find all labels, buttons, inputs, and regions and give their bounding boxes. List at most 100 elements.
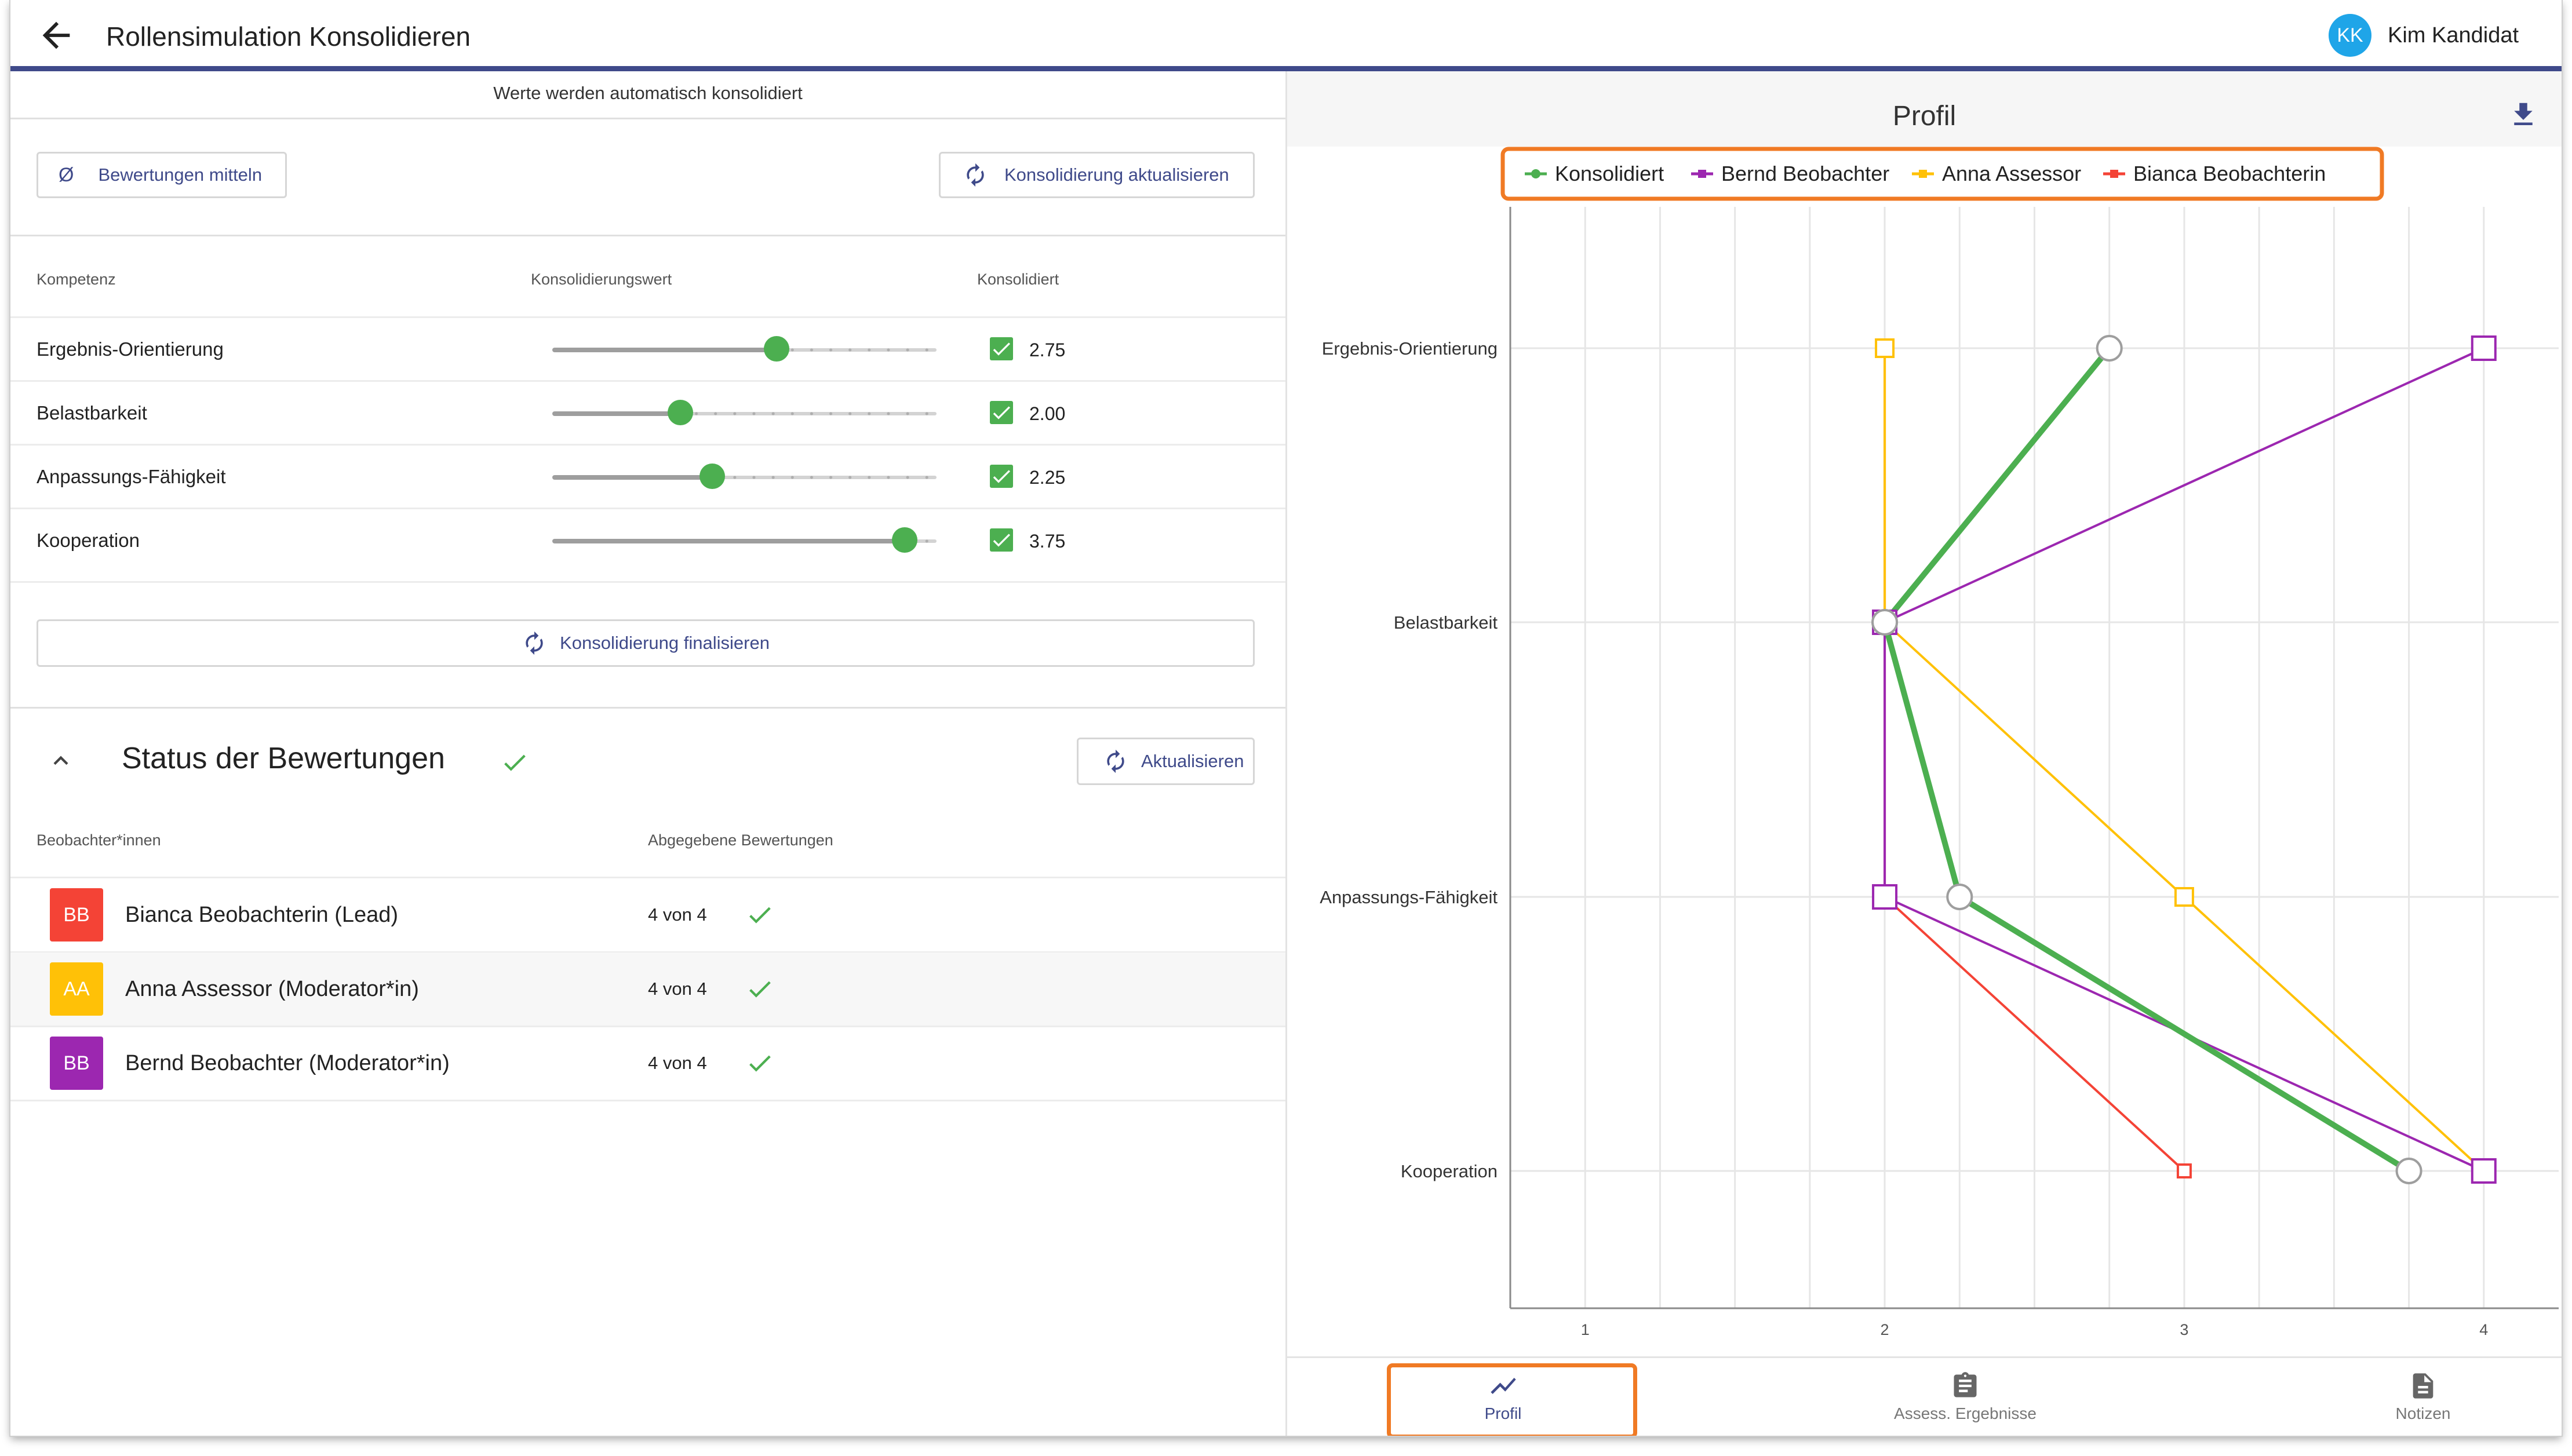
slider-fill [552, 411, 680, 416]
legend-marker [1698, 170, 1706, 178]
checkmark-icon [993, 406, 1010, 419]
legend-label: Bianca Beobachterin [2133, 162, 2326, 185]
user-avatar[interactable]: KK [2329, 14, 2371, 57]
data-point [2395, 1158, 2422, 1184]
competence-name: Ergebnis-Orientierung [37, 338, 224, 360]
nav-tab-notizen[interactable]: Notizen [2348, 1358, 2498, 1436]
check-icon [749, 1055, 771, 1072]
legend-label: Anna Assessor [1942, 162, 2081, 185]
refresh-consolidation-label: Konsolidierung aktualisieren [1004, 165, 1229, 185]
observer-avatar: BB [50, 888, 103, 942]
app-window: Rollensimulation Konsolidieren KK Kim Ka… [10, 0, 2562, 1436]
slider-thumb[interactable] [891, 527, 917, 553]
consolidation-slider[interactable] [552, 464, 937, 489]
slider-fill [552, 348, 777, 352]
divider [10, 707, 1285, 709]
consolidated-checkbox[interactable] [990, 465, 1013, 488]
nav-tab-label: Profil [1484, 1404, 1522, 1422]
back-button[interactable] [36, 15, 76, 56]
row-divider [10, 877, 1285, 878]
refresh-icon [526, 631, 543, 655]
check-icon [749, 981, 771, 998]
divider [10, 235, 1285, 236]
series-line-anna-assessor [1884, 348, 2485, 1172]
arrow-left-icon [42, 21, 70, 49]
average-icon: Ø [59, 163, 74, 186]
user-name[interactable]: Kim Kandidat [2388, 23, 2519, 48]
data-point [1872, 884, 1898, 910]
nav-tab-label: Notizen [2395, 1404, 2451, 1422]
row-divider [10, 316, 1285, 318]
category-label: Ergebnis-Orientierung [1322, 338, 1498, 359]
checkmark-icon [993, 534, 1010, 547]
nav-tab-profil[interactable]: Profil [1380, 1358, 1626, 1436]
consolidation-slider[interactable] [552, 527, 937, 553]
chart-svg: Ergebnis-Orientierung Belastbarkeit Anpass… [1320, 147, 2559, 1338]
observer-name: Bernd Beobachter (Moderator*in) [125, 1051, 450, 1075]
consolidated-checkbox[interactable] [990, 401, 1013, 424]
check-icon [504, 754, 526, 771]
row-divider [10, 444, 1285, 446]
slider-fill [552, 475, 713, 480]
legend-label: Konsolidiert [1555, 162, 1664, 185]
nav-tab-assess-ergebnisse[interactable]: Assess. Ergebnisse [1791, 1358, 2139, 1436]
observer-avatar: BB [50, 1037, 103, 1090]
consolidation-slider[interactable] [552, 336, 937, 362]
observer-count: 4 von 4 [648, 1053, 707, 1073]
nav-tab-label: Assess. Ergebnisse [1894, 1404, 2037, 1422]
consolidation-slider[interactable] [552, 400, 937, 425]
consolidated-value: 2.75 [1029, 340, 1066, 360]
consolidation-panel: Werte werden automatisch konsolidiert Ø … [10, 71, 1287, 1436]
app-bar: Rollensimulation Konsolidieren KK Kim Ka… [10, 0, 2562, 71]
slider-thumb[interactable] [668, 400, 693, 425]
finalize-consolidation-button[interactable]: Konsolidierung finalisieren [37, 619, 1255, 667]
chevron-up-icon [53, 756, 68, 765]
refresh-consolidation-button[interactable]: Konsolidierung aktualisieren [939, 152, 1255, 198]
trending-icon [1490, 1377, 1516, 1395]
download-icon [2514, 103, 2533, 125]
clipboard-icon [1954, 1372, 1977, 1397]
observer-count: 4 von 4 [648, 904, 707, 925]
tick-label: 3 [2180, 1321, 2188, 1338]
tick-label: 4 [2479, 1321, 2488, 1338]
competence-name: Kooperation [37, 530, 140, 551]
consolidated-value: 3.75 [1029, 531, 1066, 552]
legend-highlight-frame [1500, 147, 2384, 201]
refresh-icon [967, 163, 984, 187]
row-divider [10, 581, 1285, 583]
category-label: Belastbarkeit [1394, 612, 1498, 633]
status-title: Status der Bewertungen [122, 742, 445, 775]
refresh-status-button[interactable]: Aktualisieren [1077, 738, 1255, 785]
legend-marker [1919, 170, 1927, 178]
consolidated-value: 2.25 [1029, 467, 1066, 488]
data-point [2176, 1163, 2192, 1178]
average-ratings-label: Bewertungen mitteln [98, 165, 263, 185]
observer-row: BB Bianca Beobachterin (Lead) 4 von 4 [10, 878, 1285, 951]
legend-marker [2110, 170, 2118, 178]
observer-name: Anna Assessor (Moderator*in) [125, 977, 419, 1001]
observer-row: AA Anna Assessor (Moderator*in) 4 von 4 [10, 953, 1285, 1026]
download-button[interactable] [2508, 99, 2539, 130]
category-label: Anpassungs-Fähigkeit [1320, 887, 1498, 907]
observer-count: 4 von 4 [648, 979, 707, 999]
slider-thumb[interactable] [700, 464, 726, 489]
consolidated-checkbox[interactable] [990, 337, 1013, 360]
competence-name: Anpassungs-Fähigkeit [37, 466, 226, 487]
category-label: Kooperation [1401, 1161, 1498, 1181]
consolidated-checkbox[interactable] [990, 528, 1013, 552]
refresh-icon [1107, 749, 1124, 773]
auto-consolidation-note: Werte werden automatisch konsolidiert [493, 83, 803, 103]
data-point [2471, 335, 2497, 361]
column-header-konsolidiert: Konsolidiert [977, 271, 1059, 288]
consolidated-value: 2.00 [1029, 403, 1066, 424]
collapse-button[interactable] [46, 746, 75, 775]
slider-thumb[interactable] [763, 336, 789, 362]
checkmark-icon [993, 342, 1010, 356]
average-ratings-button[interactable]: Ø Bewertungen mitteln [37, 152, 287, 198]
observer-avatar: AA [50, 962, 103, 1016]
data-point [1946, 884, 1973, 910]
data-point [1875, 338, 1895, 358]
competence-name: Belastbarkeit [37, 402, 147, 424]
tick-label: 2 [1881, 1321, 1889, 1338]
check-icon [749, 907, 771, 924]
